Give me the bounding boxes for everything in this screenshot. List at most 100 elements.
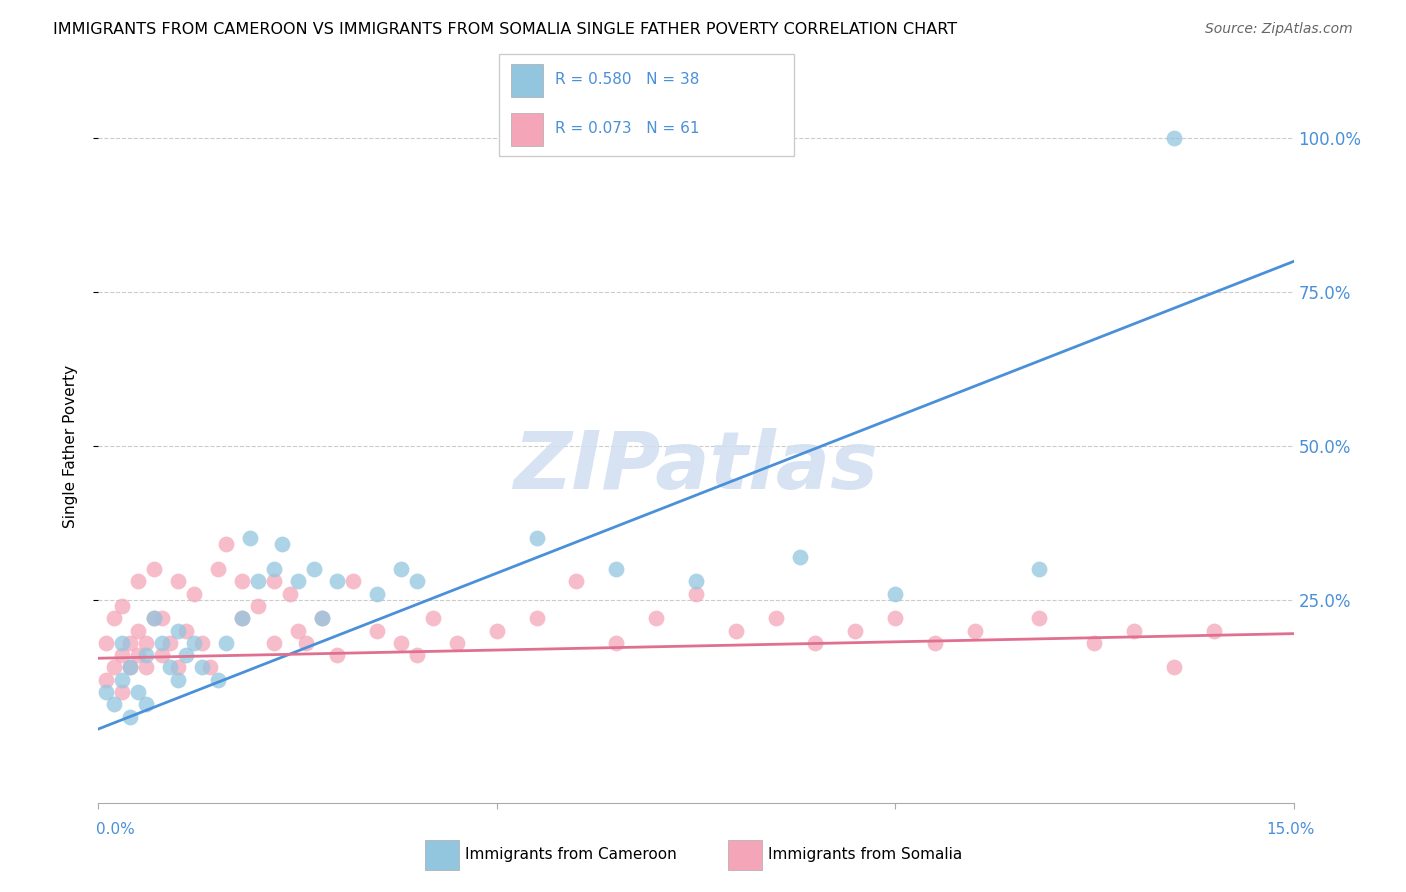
Point (804, 636, 827, 650)
Point (366, 587, 388, 601)
Point (326, 574, 349, 589)
Point (207, 562, 229, 576)
Point (215, 636, 238, 650)
Text: R = 0.073   N = 61: R = 0.073 N = 61 (555, 121, 700, 136)
Point (406, 648, 429, 662)
Point (96, 685, 118, 699)
Point (111, 685, 134, 699)
Bar (510, 64, 543, 96)
Point (111, 673, 134, 687)
Point (485, 624, 508, 638)
Point (1028, 611, 1050, 625)
Point (239, 531, 262, 545)
Point (120, 709, 142, 723)
Point (526, 531, 548, 545)
Point (789, 549, 811, 564)
Point (565, 574, 588, 589)
Point (605, 636, 627, 650)
Point (135, 636, 157, 650)
Point (159, 636, 181, 650)
Point (143, 562, 166, 576)
Point (246, 574, 269, 589)
Point (263, 574, 285, 589)
Point (174, 624, 197, 638)
Y-axis label: Single Father Poverty: Single Father Poverty (63, 365, 77, 527)
Point (135, 648, 157, 662)
Point (167, 673, 190, 687)
Point (605, 562, 627, 576)
Point (174, 648, 197, 662)
Point (311, 611, 333, 625)
Text: Immigrants from Cameroon: Immigrants from Cameroon (465, 847, 676, 862)
Point (135, 660, 157, 674)
Point (389, 562, 412, 576)
Point (311, 611, 333, 625)
Point (127, 624, 149, 638)
Point (446, 636, 468, 650)
Point (120, 660, 142, 674)
Point (143, 611, 166, 625)
Point (111, 648, 134, 662)
Point (685, 587, 707, 601)
Point (844, 624, 866, 638)
Point (1083, 636, 1105, 650)
Text: Immigrants from Somalia: Immigrants from Somalia (768, 847, 962, 862)
Point (765, 611, 787, 625)
Point (1163, 660, 1185, 674)
Point (263, 636, 285, 650)
Point (231, 574, 253, 589)
Point (143, 611, 166, 625)
Point (884, 587, 907, 601)
Point (150, 636, 173, 650)
Point (1028, 562, 1050, 576)
Text: 0.0%: 0.0% (96, 822, 135, 837)
Point (120, 636, 142, 650)
Point (263, 562, 285, 576)
Point (884, 611, 907, 625)
Text: IMMIGRANTS FROM CAMEROON VS IMMIGRANTS FROM SOMALIA SINGLE FATHER POVERTY CORREL: IMMIGRANTS FROM CAMEROON VS IMMIGRANTS F… (53, 22, 957, 37)
Point (111, 636, 134, 650)
Point (645, 611, 668, 625)
Point (183, 587, 205, 601)
Point (150, 611, 173, 625)
Point (294, 636, 316, 650)
Point (103, 660, 125, 674)
Text: R = 0.580   N = 38: R = 0.580 N = 38 (555, 72, 700, 87)
Point (191, 636, 214, 650)
Point (422, 611, 444, 625)
Point (183, 636, 205, 650)
Point (526, 611, 548, 625)
Point (96, 636, 118, 650)
Point (326, 648, 349, 662)
Point (167, 574, 190, 589)
Point (191, 660, 214, 674)
Point (103, 611, 125, 625)
Point (127, 574, 149, 589)
Point (207, 673, 229, 687)
Point (231, 611, 253, 625)
Point (366, 624, 388, 638)
Point (287, 624, 309, 638)
Point (1123, 624, 1146, 638)
Point (389, 636, 412, 650)
Point (963, 624, 986, 638)
Point (231, 611, 253, 625)
Point (1202, 624, 1225, 638)
Bar (510, 113, 543, 145)
Point (120, 660, 142, 674)
Point (135, 698, 157, 712)
Text: Source: ZipAtlas.com: Source: ZipAtlas.com (1205, 22, 1353, 37)
Point (150, 648, 173, 662)
Bar (728, 839, 762, 870)
Point (215, 537, 238, 551)
Bar (425, 839, 458, 870)
Point (127, 685, 149, 699)
Point (302, 562, 325, 576)
Point (167, 660, 190, 674)
Point (167, 624, 190, 638)
Point (1163, 131, 1185, 145)
FancyBboxPatch shape (499, 54, 794, 156)
Point (924, 636, 946, 650)
Point (724, 624, 747, 638)
Point (270, 537, 292, 551)
